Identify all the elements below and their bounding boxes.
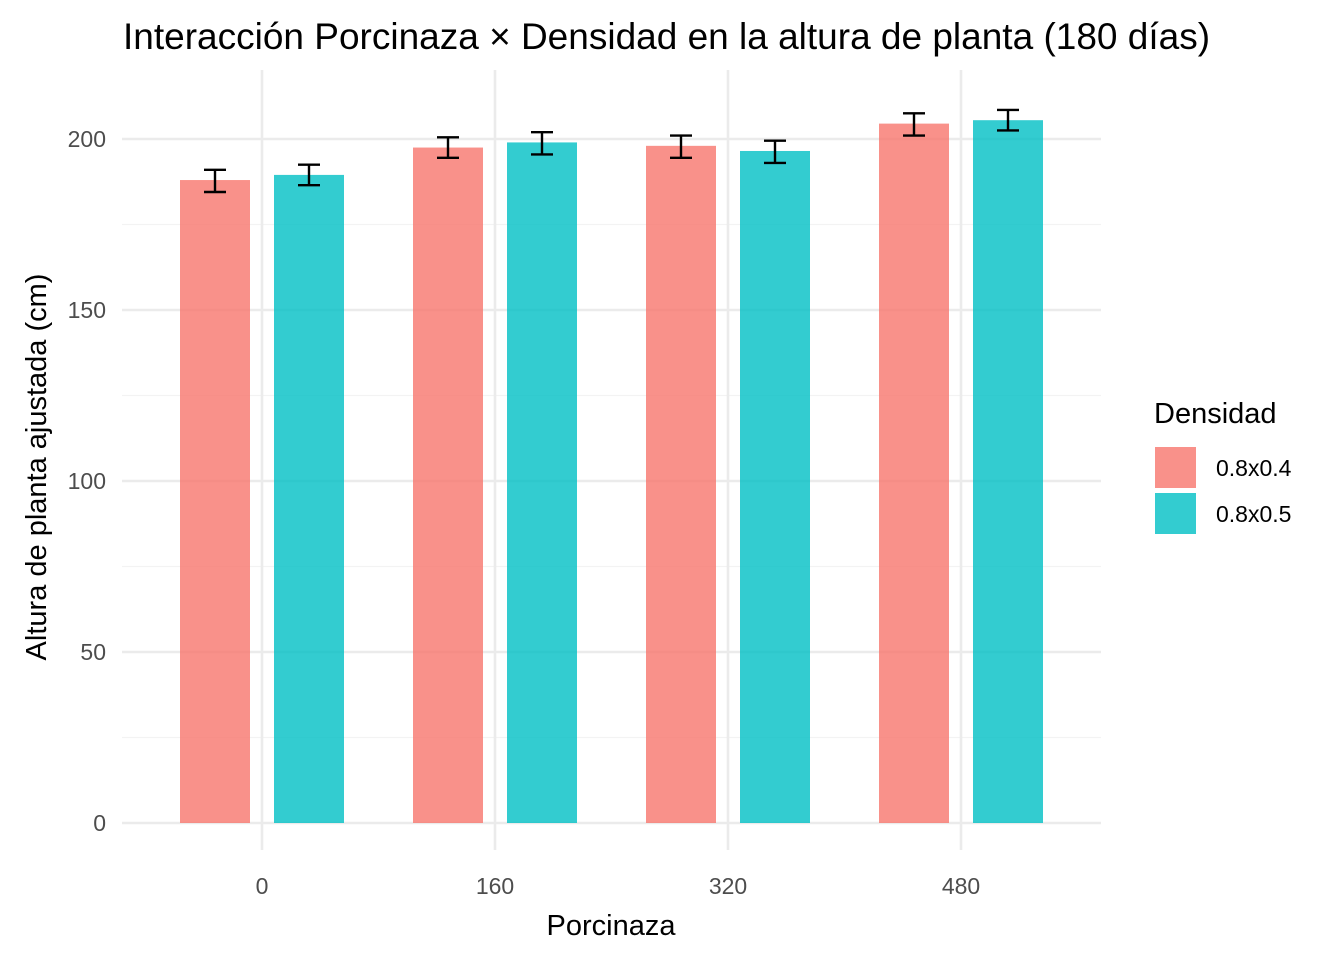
error-bar-0.8x0.4-160 xyxy=(437,136,459,160)
bar-0.8x0.5-0 xyxy=(274,174,344,823)
x-axis-title: Porcinaza xyxy=(547,910,677,942)
x-tick-label: 0 xyxy=(256,873,269,899)
error-bar-0.8x0.4-480 xyxy=(903,112,925,137)
y-tick-label: 50 xyxy=(80,639,106,665)
y-tick-label: 100 xyxy=(68,468,106,494)
bars xyxy=(180,120,1043,824)
error-bar-0.8x0.5-0 xyxy=(298,163,320,187)
error-bar-0.8x0.5-320 xyxy=(764,139,786,165)
legend-label: 0.8x0.4 xyxy=(1216,455,1292,481)
bar-0.8x0.5-160 xyxy=(507,142,577,824)
y-axis-title: Altura de planta ajustada (cm) xyxy=(21,274,53,661)
bar-0.8x0.4-320 xyxy=(646,145,716,824)
legend-title: Densidad xyxy=(1154,398,1277,430)
legend-swatch xyxy=(1155,447,1196,488)
bar-0.8x0.4-0 xyxy=(180,180,250,824)
chart-title: Interacción Porcinaza × Densidad en la a… xyxy=(123,16,1210,57)
x-tick-label: 480 xyxy=(942,873,980,899)
y-tick-label: 0 xyxy=(93,810,106,836)
y-axis-ticks: 0 50 100 150 200 xyxy=(68,126,106,836)
error-bar-0.8x0.4-0 xyxy=(204,168,226,194)
legend-label: 0.8x0.5 xyxy=(1216,501,1291,527)
error-bar-0.8x0.5-160 xyxy=(531,130,553,156)
error-bar-0.8x0.5-480 xyxy=(997,108,1019,132)
bar-0.8x0.5-320 xyxy=(740,150,810,824)
bar-0.8x0.4-160 xyxy=(413,147,483,824)
legend: Densidad 0.8x0.4 0.8x0.5 xyxy=(1154,398,1292,534)
legend-item-0.8x0.4: 0.8x0.4 xyxy=(1155,447,1292,488)
error-bars xyxy=(204,108,1019,194)
error-bar-0.8x0.4-320 xyxy=(670,134,692,160)
legend-items: 0.8x0.4 0.8x0.5 xyxy=(1155,447,1292,534)
y-tick-label: 150 xyxy=(68,297,106,323)
legend-swatch xyxy=(1155,493,1196,534)
y-tick-label: 200 xyxy=(68,126,106,152)
x-axis-ticks: 0 160 320 480 xyxy=(256,873,981,899)
x-tick-label: 320 xyxy=(709,873,747,899)
bar-0.8x0.4-480 xyxy=(879,123,949,824)
bar-0.8x0.5-480 xyxy=(973,120,1043,823)
x-tick-label: 160 xyxy=(476,873,514,899)
legend-item-0.8x0.5: 0.8x0.5 xyxy=(1155,493,1291,534)
